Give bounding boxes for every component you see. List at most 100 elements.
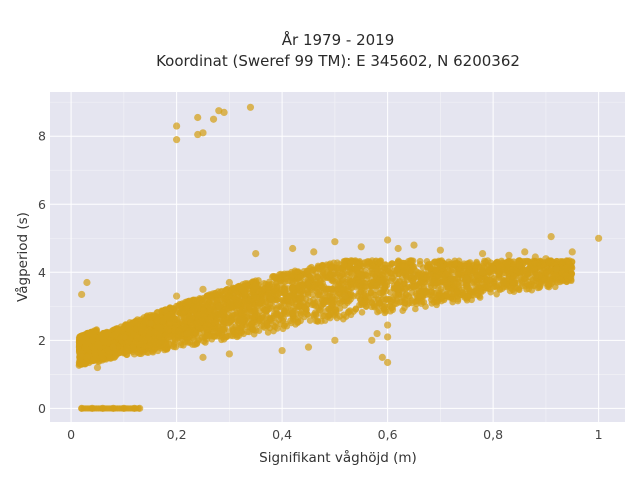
data-point (399, 307, 407, 314)
data-point (489, 265, 497, 273)
data-point (156, 331, 163, 338)
x-tick-label: 0,6 (378, 427, 398, 442)
data-point (353, 282, 360, 289)
data-point (177, 341, 185, 349)
data-point (93, 363, 102, 372)
data-point (384, 265, 392, 273)
data-point (173, 136, 181, 144)
data-point (268, 315, 275, 322)
data-point (248, 320, 255, 328)
data-point (345, 297, 353, 305)
data-point (240, 287, 247, 295)
data-point (410, 283, 418, 291)
data-point (78, 290, 86, 299)
data-point (304, 278, 313, 287)
data-point (344, 276, 352, 283)
data-point (347, 311, 355, 319)
data-point (531, 264, 538, 272)
data-point (83, 353, 91, 361)
data-point (101, 338, 109, 346)
data-point (320, 289, 328, 297)
data-point (357, 243, 365, 251)
data-point (174, 302, 182, 310)
data-point (413, 300, 420, 308)
data-point (448, 266, 455, 274)
data-point (78, 350, 86, 358)
point-cloud (75, 257, 576, 412)
data-point (336, 290, 344, 298)
data-point (289, 299, 296, 307)
data-point (279, 281, 286, 289)
x-tick-label: 0 (67, 427, 75, 442)
data-point (278, 286, 286, 294)
data-point (202, 301, 210, 309)
data-point (381, 283, 389, 291)
data-point (270, 322, 278, 329)
data-point (270, 327, 277, 335)
data-point (225, 312, 233, 319)
data-point (405, 292, 413, 300)
data-point (443, 270, 450, 278)
data-point (188, 322, 196, 330)
data-point (320, 275, 327, 282)
data-point (523, 280, 531, 288)
data-point (252, 282, 260, 290)
data-point (194, 130, 202, 139)
data-point (288, 284, 296, 292)
data-point (495, 267, 503, 275)
data-point (349, 257, 356, 265)
data-point (199, 285, 207, 293)
data-point (409, 278, 417, 285)
data-point (372, 265, 380, 273)
data-point (286, 293, 293, 301)
data-point (543, 270, 551, 277)
data-point (338, 298, 346, 305)
data-point (362, 292, 369, 300)
data-point (109, 343, 117, 351)
data-point (215, 302, 223, 310)
data-point (185, 297, 193, 305)
data-point (462, 267, 469, 275)
data-point (364, 272, 372, 280)
data-point (136, 404, 144, 412)
data-point (151, 337, 158, 345)
data-point (365, 258, 373, 265)
data-point (192, 329, 199, 337)
data-point (109, 404, 117, 412)
data-point (289, 309, 297, 317)
data-point (551, 283, 559, 291)
data-point (137, 324, 144, 332)
data-point (99, 355, 107, 362)
y-tick-labels: 0 2 4 6 8 (38, 129, 46, 416)
data-point (393, 260, 401, 267)
data-point (202, 322, 210, 330)
data-point (210, 328, 217, 336)
data-point (281, 299, 288, 307)
data-point (566, 273, 574, 281)
data-point (418, 300, 425, 307)
data-point (130, 404, 139, 412)
data-point (255, 298, 262, 306)
data-point (436, 246, 444, 254)
data-point (264, 329, 272, 336)
data-point (231, 286, 239, 294)
data-point (368, 336, 376, 344)
data-point (324, 313, 332, 321)
data-point (481, 257, 488, 265)
data-point (362, 283, 369, 290)
data-point (346, 263, 354, 270)
data-point (515, 284, 522, 292)
data-point (507, 284, 515, 292)
data-point (82, 345, 90, 353)
data-point (130, 350, 139, 358)
data-point (164, 333, 172, 341)
data-point (319, 262, 327, 269)
data-point (507, 266, 515, 274)
data-point (401, 263, 409, 270)
data-point (289, 244, 297, 253)
data-point (469, 292, 477, 299)
data-point (260, 280, 268, 287)
y-axis-title: Vågperiod (s) (14, 212, 31, 302)
data-point (378, 289, 385, 297)
data-point (426, 278, 434, 287)
